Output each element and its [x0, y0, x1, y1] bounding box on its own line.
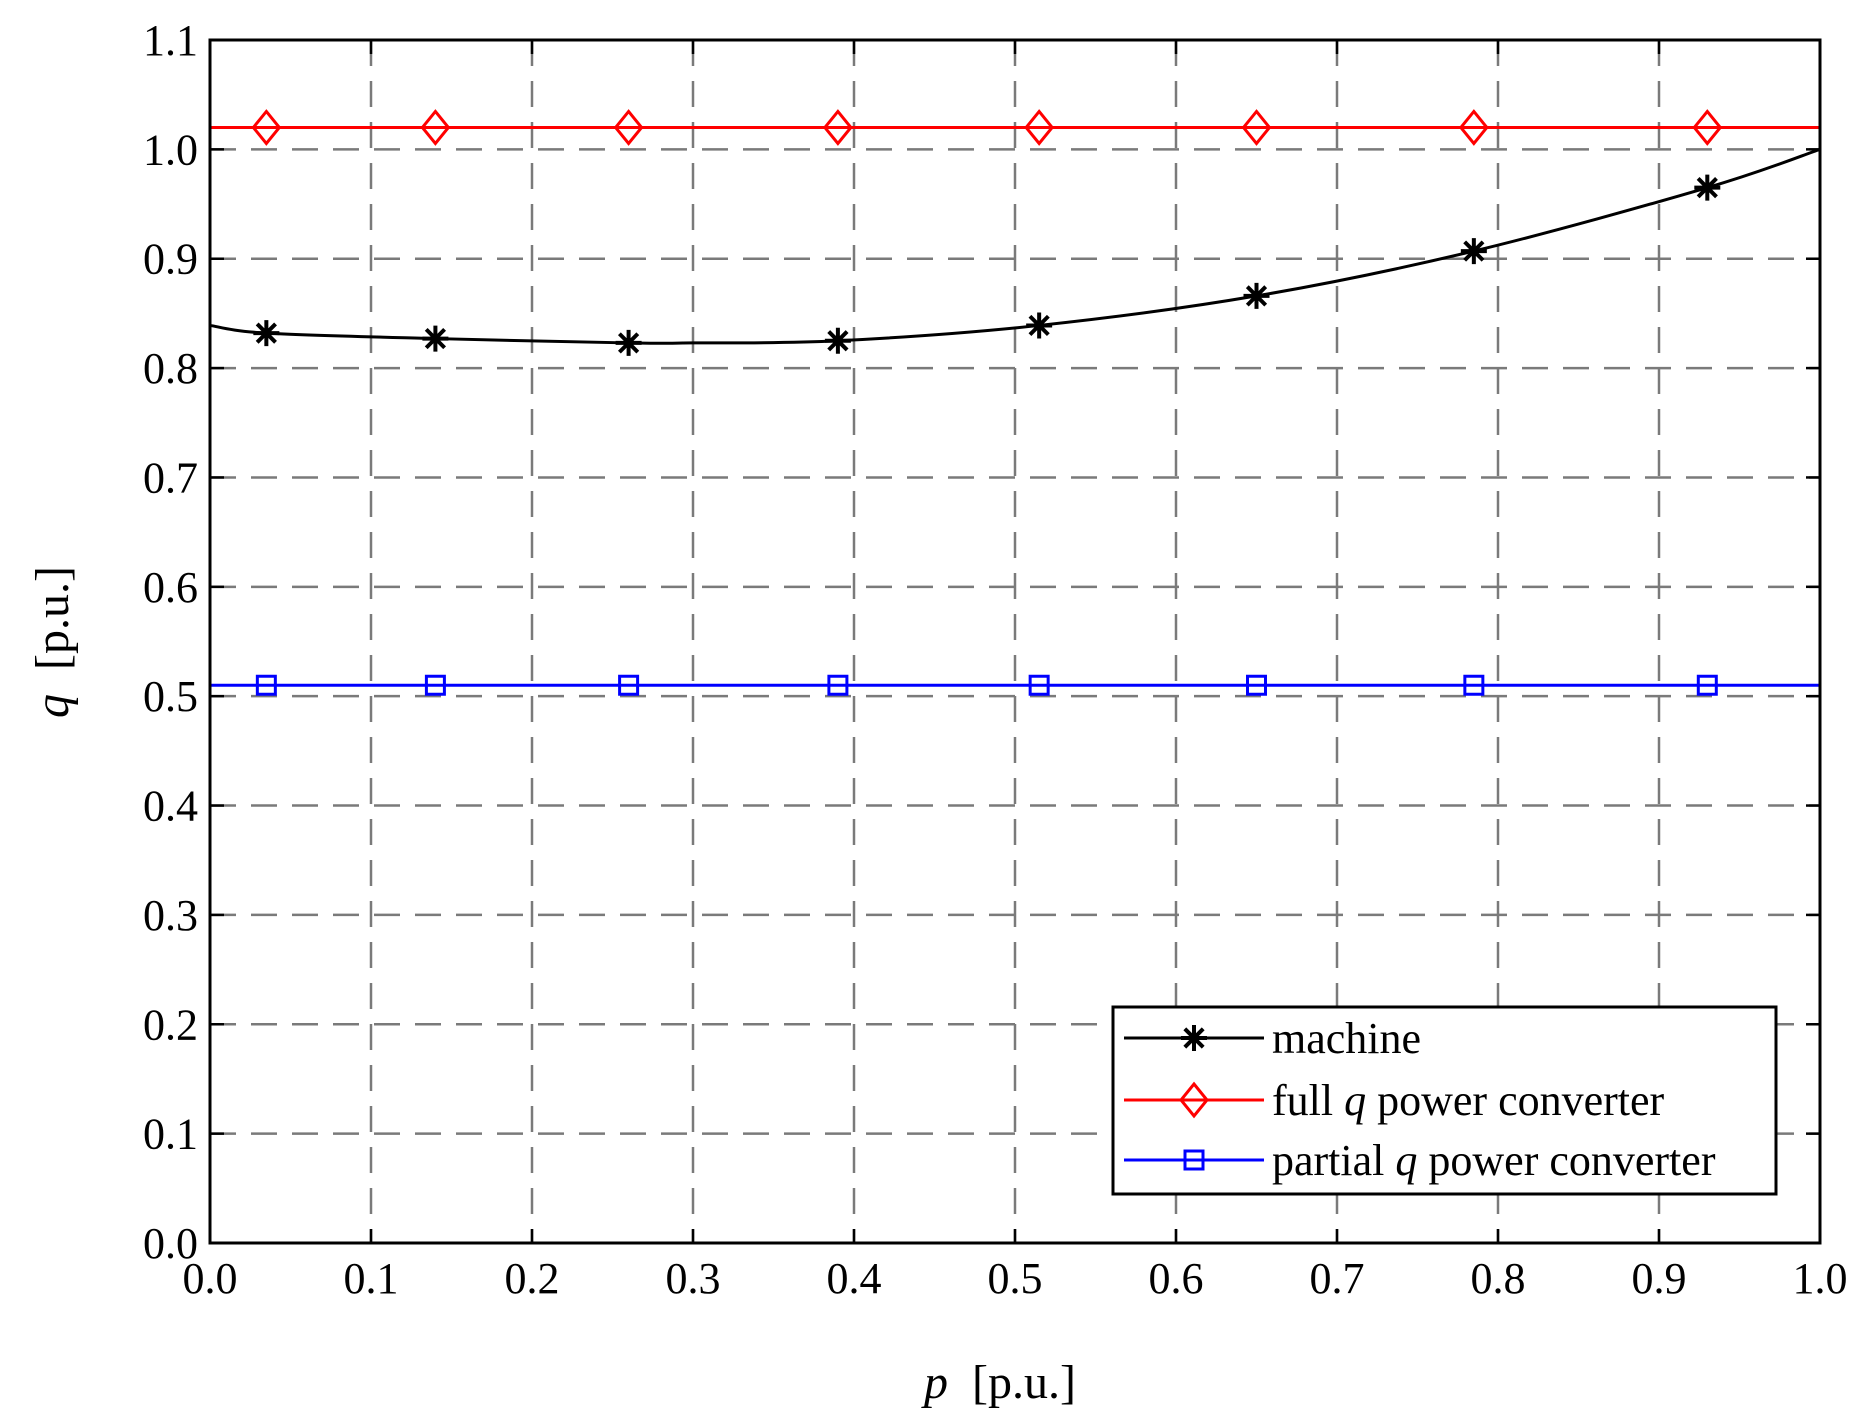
x-tick-label: 0.3 [666, 1254, 721, 1303]
x-tick-label: 0.0 [183, 1254, 238, 1303]
x-tick-label: 0.6 [1149, 1254, 1204, 1303]
y-tick-label: 0.9 [143, 235, 198, 284]
y-tick-label: 0.2 [143, 1000, 198, 1049]
y-axis-unit: [p.u.] [26, 566, 79, 670]
series-0-marker [1026, 312, 1053, 339]
series-2-marker [1463, 674, 1485, 696]
legend-label-partial-q-part2: power converter [1417, 1136, 1715, 1185]
series-0-marker [824, 327, 851, 354]
series-2-marker [827, 674, 849, 696]
legend-entry-machine: machine [1124, 1014, 1421, 1063]
series-2-marker [618, 674, 640, 696]
series-0-marker [1460, 238, 1487, 265]
x-tick-label: 0.8 [1471, 1254, 1526, 1303]
legend-entry-full-q-power-converter: full q power converter [1124, 1076, 1665, 1125]
series-2-marker [1696, 674, 1718, 696]
x-tick-label: 0.4 [827, 1254, 882, 1303]
y-tick-label: 0.8 [143, 344, 198, 393]
x-tick-label: 0.7 [1310, 1254, 1365, 1303]
legend-marker-machine [1181, 1025, 1207, 1051]
y-tick-label: 0.5 [143, 672, 198, 721]
x-axis-unit: [p.u.] [972, 1356, 1076, 1409]
series-layer [209, 109, 1821, 696]
y-tick-label: 0.1 [143, 1110, 198, 1159]
series-1-marker [613, 109, 644, 146]
series-1-marker [822, 109, 853, 146]
legend-label-partial-q-symbol: q [1395, 1136, 1417, 1185]
y-tick-label: 0.3 [143, 891, 198, 940]
legend-label-machine: machine [1272, 1014, 1421, 1063]
series-2-marker [424, 674, 446, 696]
x-tick-label: 0.5 [988, 1254, 1043, 1303]
series-1-marker [251, 109, 282, 146]
y-tick-label: 1.1 [143, 16, 198, 65]
x-tick-label: 0.9 [1632, 1254, 1687, 1303]
y-tick-label: 1.0 [143, 125, 198, 174]
legend-marker-1 [1179, 1081, 1209, 1119]
legend-label-full-q: full q power converter [1272, 1076, 1665, 1125]
x-axis-title: p [p.u.] [921, 1356, 1076, 1409]
legend-label-full-q-part1: full [1272, 1076, 1344, 1125]
y-axis-title: q [p.u.] [26, 566, 79, 718]
x-tick-label: 1.0 [1793, 1254, 1848, 1303]
x-axis-symbol: p [921, 1356, 948, 1409]
legend-label-partial-q-part1: partial [1272, 1136, 1395, 1185]
legend-label-full-q-part2: power converter [1366, 1076, 1664, 1125]
legend-label-machine-text: machine [1272, 1014, 1421, 1063]
legend-entry-partial-q-power-converter: partial q power converter [1124, 1136, 1716, 1185]
series-0-marker [1243, 282, 1270, 309]
y-tick-label: 0.6 [143, 563, 198, 612]
legend-marker-2 [1183, 1149, 1205, 1171]
series-1-marker [1241, 109, 1272, 146]
legend: machine full q power converter partial q… [1111, 1005, 1778, 1196]
series-0-marker [1694, 174, 1721, 201]
legend-marker-0 [1181, 1025, 1207, 1051]
series-2-marker [1028, 674, 1050, 696]
y-tick-label: 0.7 [143, 453, 198, 502]
series-0-marker [422, 325, 449, 352]
series-1-marker [1458, 109, 1489, 146]
y-tick-label: 0.4 [143, 782, 198, 831]
series-1-marker [1024, 109, 1055, 146]
y-axis-symbol: q [26, 694, 79, 718]
series-0-marker [615, 329, 642, 356]
series-0-marker [253, 320, 280, 347]
legend-label-partial-q: partial q power converter [1272, 1136, 1716, 1185]
x-tick-label: 0.1 [344, 1254, 399, 1303]
ticks: 0.0 0.1 0.2 0.3 0.4 0.5 0.6 0.7 0.8 0.9 1.0 0.0 0.1 0… [143, 16, 1848, 1303]
legend-label-full-q-symbol: q [1344, 1076, 1366, 1125]
legend-marker-partial-q [1183, 1149, 1205, 1171]
legend-marker-full-q [1179, 1081, 1209, 1119]
series-1-marker [420, 109, 451, 146]
series-1-marker [1692, 109, 1723, 146]
x-tick-label: 0.2 [505, 1254, 560, 1303]
series-2-marker [255, 674, 277, 696]
series-2-marker [1246, 674, 1267, 696]
y-tick-label: 0.0 [143, 1219, 198, 1268]
